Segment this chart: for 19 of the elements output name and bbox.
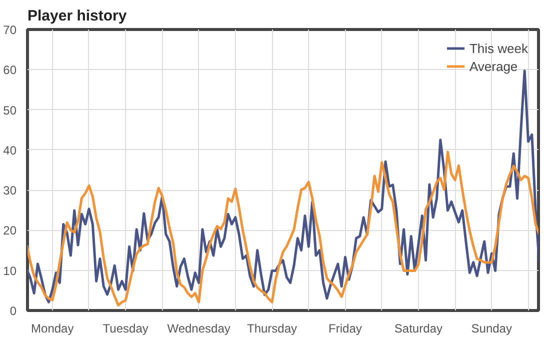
x-tick-label: Wednesday (167, 322, 230, 336)
y-tick-label: 50 (3, 103, 17, 118)
y-tick-label: 40 (3, 143, 17, 158)
legend-label: Average (469, 58, 518, 74)
y-tick-label: 20 (3, 224, 17, 238)
x-tick-label: Monday (31, 322, 74, 336)
chart-title: Player history (28, 8, 128, 24)
y-tick-label: 30 (3, 184, 17, 198)
y-tick-label: 60 (3, 63, 17, 78)
y-tick-label: 70 (3, 23, 17, 37)
x-tick-label: Friday (328, 322, 362, 336)
y-tick-label: 10 (3, 264, 17, 278)
x-tick-label: Saturday (394, 322, 442, 336)
line-series (28, 150, 538, 307)
y-tick-label: 0 (10, 304, 17, 318)
x-tick-label: Thursday (247, 322, 298, 336)
x-tick-label: Tuesday (102, 322, 148, 336)
legend-label: This week (469, 40, 528, 56)
x-tick-label: Sunday (471, 322, 512, 336)
